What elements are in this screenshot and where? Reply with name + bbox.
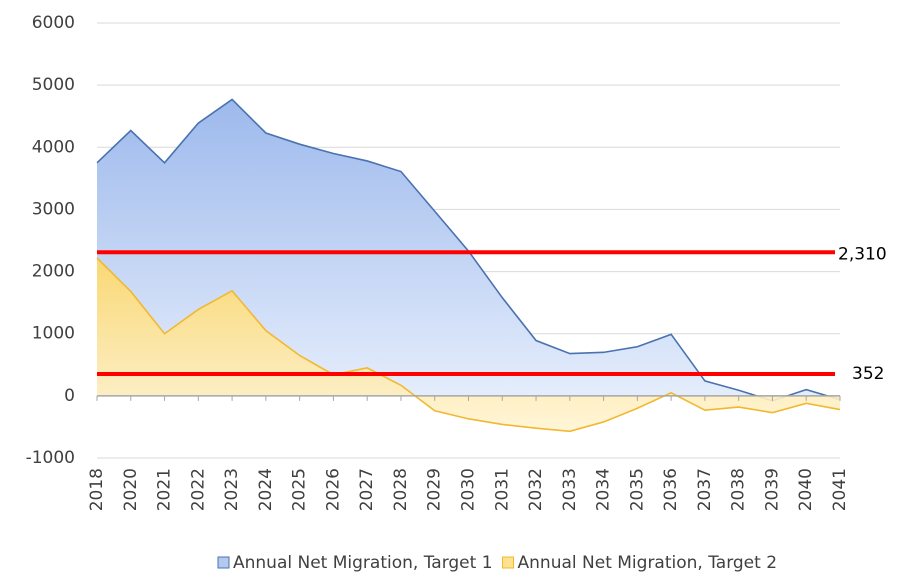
x-tick-label: 2028 [391,468,411,511]
x-tick-label: 2026 [323,468,343,511]
x-tick-label: 2033 [560,468,580,511]
y-tick-label: 4000 [32,137,75,157]
x-tick-label: 2025 [290,468,310,511]
legend-swatch [217,556,230,569]
area-fill [97,257,840,432]
reference-label: 352 [852,364,884,384]
x-tick-label: 2037 [695,468,715,511]
x-tick-label: 2022 [188,468,208,511]
y-tick-label: 0 [64,386,75,406]
legend-label: Annual Net Migration, Target 2 [518,553,778,573]
y-tick-label: 2000 [32,262,75,282]
x-tick-label: 2024 [256,468,276,511]
x-tick-label: 2041 [830,468,850,511]
area-fill [97,99,840,401]
x-tick-label: 2020 [121,468,141,511]
y-tick-label: -1000 [26,448,75,468]
y-tick-label: 6000 [32,13,75,33]
x-tick-label: 2023 [222,468,242,511]
x-tick-label: 2034 [594,468,614,511]
x-tick-label: 2039 [762,468,782,511]
x-tick-label: 2036 [661,468,681,511]
x-tick-label: 2035 [627,468,647,511]
x-tick-label: 2040 [796,468,816,511]
x-tick-label: 2038 [729,468,749,511]
x-tick-label: 2031 [492,468,512,511]
y-tick-label: 3000 [32,199,75,219]
reference-label: 2,310 [838,244,887,264]
x-tick-label: 2030 [459,468,479,511]
y-tick-label: 5000 [32,75,75,95]
legend-swatch [502,556,515,569]
x-tick-label: 2029 [425,468,445,511]
legend-label: Annual Net Migration, Target 1 [233,553,493,573]
x-tick-label: 2021 [155,468,175,511]
x-tick-label: 2027 [357,468,377,511]
series-line [96,257,841,433]
y-tick-label: 1000 [32,324,75,344]
x-tick-label: 2032 [526,468,546,511]
x-tick-label: 2018 [87,468,107,511]
